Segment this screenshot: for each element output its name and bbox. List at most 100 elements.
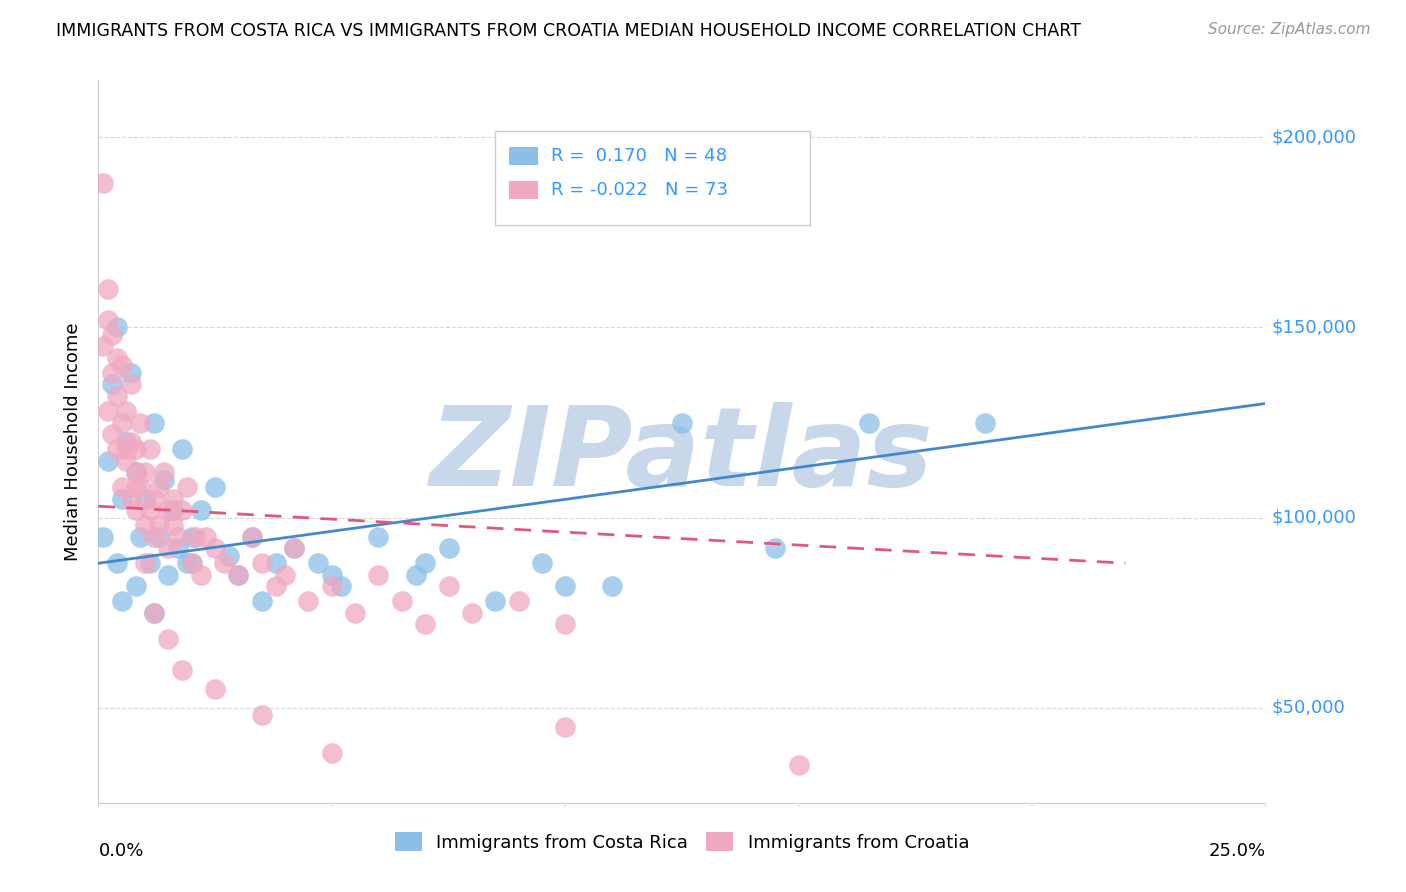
Text: Source: ZipAtlas.com: Source: ZipAtlas.com (1208, 22, 1371, 37)
Point (91, 339, 114, 353)
Point (242, 530, 264, 544)
Point (101, 426, 124, 441)
Point (242, 530, 264, 544)
Point (101, 377, 124, 392)
Point (600, 579, 623, 593)
Point (115, 442, 138, 457)
Point (134, 465, 156, 479)
Point (508, 594, 530, 608)
Text: R =  0.170   N = 48: R = 0.170 N = 48 (551, 147, 727, 165)
Point (125, 503, 148, 517)
Point (974, 416, 997, 430)
Point (105, 556, 128, 570)
Point (162, 491, 184, 506)
Text: R = -0.022   N = 73: R = -0.022 N = 73 (551, 181, 728, 199)
Point (172, 663, 194, 677)
Point (437, 579, 460, 593)
Point (143, 606, 166, 620)
Point (176, 480, 198, 494)
Point (143, 491, 166, 506)
Point (129, 416, 152, 430)
Point (115, 404, 138, 418)
Point (152, 465, 174, 479)
Point (218, 549, 240, 563)
Point (307, 556, 329, 570)
Text: $50,000: $50,000 (1271, 698, 1346, 717)
Point (367, 530, 389, 544)
Point (101, 366, 124, 380)
Point (157, 503, 180, 517)
Point (115, 434, 138, 449)
Point (321, 747, 343, 761)
Point (250, 594, 273, 608)
Point (172, 503, 194, 517)
Point (152, 473, 174, 487)
Point (190, 503, 212, 517)
Point (228, 567, 250, 582)
Point (180, 556, 202, 570)
Point (143, 530, 166, 544)
Point (283, 541, 305, 555)
Point (139, 503, 162, 517)
Point (554, 720, 576, 734)
Point (111, 480, 134, 494)
FancyBboxPatch shape (509, 181, 538, 199)
Point (157, 632, 180, 647)
Point (148, 518, 170, 533)
Point (91, 530, 114, 544)
Point (283, 541, 305, 555)
Point (461, 606, 484, 620)
Point (134, 518, 156, 533)
FancyBboxPatch shape (495, 131, 810, 225)
Point (274, 567, 297, 582)
Point (787, 757, 810, 772)
Text: ZIPatlas: ZIPatlas (430, 402, 934, 509)
Point (125, 442, 148, 457)
Point (228, 567, 250, 582)
Point (204, 541, 226, 555)
Point (120, 377, 142, 392)
Y-axis label: Median Household Income: Median Household Income (63, 322, 82, 561)
Point (105, 320, 128, 334)
Point (157, 541, 180, 555)
Text: $200,000: $200,000 (1271, 128, 1357, 146)
Text: 25.0%: 25.0% (1208, 842, 1265, 860)
Point (530, 556, 553, 570)
Point (214, 556, 236, 570)
Point (190, 567, 212, 582)
Text: $100,000: $100,000 (1271, 508, 1357, 526)
Point (162, 518, 184, 533)
Point (204, 681, 226, 696)
Point (139, 442, 162, 457)
Point (554, 617, 576, 632)
Point (250, 708, 273, 723)
Point (111, 491, 134, 506)
Point (176, 556, 198, 570)
Point (120, 366, 142, 380)
Point (111, 594, 134, 608)
Point (763, 541, 786, 555)
Point (162, 503, 184, 517)
Point (134, 491, 156, 506)
Text: 0.0%: 0.0% (98, 842, 143, 860)
Text: $150,000: $150,000 (1271, 318, 1357, 336)
Point (134, 556, 156, 570)
Point (97, 313, 120, 327)
Point (125, 480, 148, 494)
Point (330, 579, 353, 593)
Point (111, 416, 134, 430)
Point (405, 567, 427, 582)
Point (105, 442, 128, 457)
Point (111, 359, 134, 373)
Point (97, 453, 120, 467)
Point (129, 530, 152, 544)
Point (344, 606, 367, 620)
Point (157, 567, 180, 582)
Point (120, 434, 142, 449)
Point (321, 579, 343, 593)
Point (264, 579, 287, 593)
Point (554, 579, 576, 593)
Point (204, 480, 226, 494)
Point (413, 617, 436, 632)
Point (484, 594, 506, 608)
